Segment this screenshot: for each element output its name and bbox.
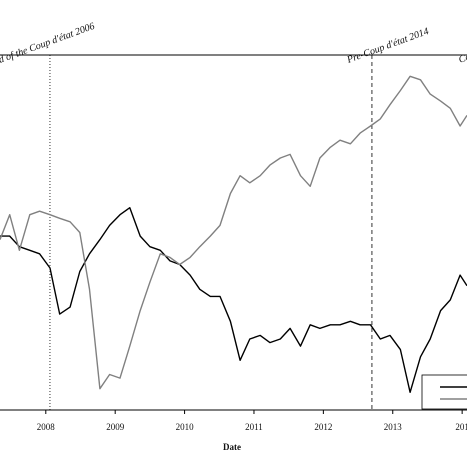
x-tick-label: 2013 — [384, 422, 403, 432]
x-axis-label: Date — [223, 442, 241, 452]
x-tick-label: 2010 — [176, 422, 195, 432]
x-tick-label: 2009 — [106, 422, 125, 432]
annotation: Pre-Coup d'état 2014 — [345, 26, 431, 66]
x-tick-label: 2008 — [37, 422, 56, 432]
x-tick-label: 2012 — [314, 422, 332, 432]
legend-box — [421, 374, 467, 410]
x-tick-label: 2011 — [245, 422, 263, 432]
annotation: d of the Coup d'état 2006 — [0, 21, 96, 66]
annotation: Cov — [457, 50, 467, 66]
series-line — [0, 75, 467, 390]
x-tick-label: 201 — [455, 422, 467, 432]
series-line — [0, 207, 467, 393]
